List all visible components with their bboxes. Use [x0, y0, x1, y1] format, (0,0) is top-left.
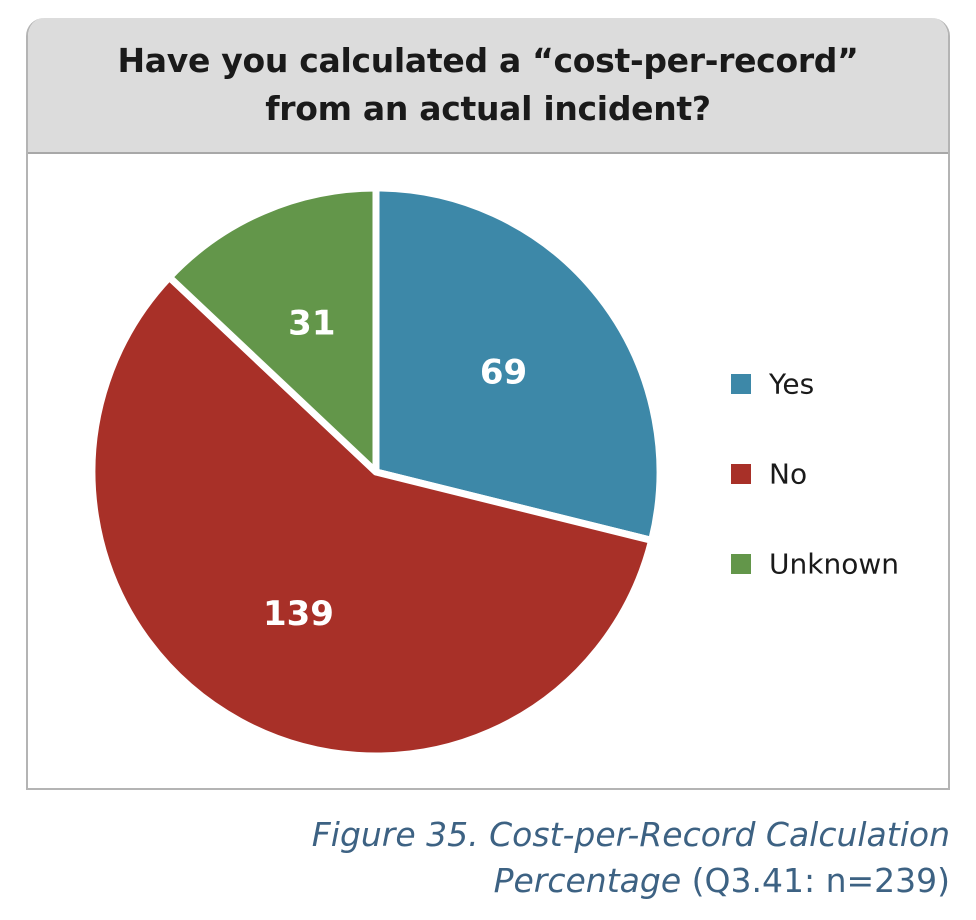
legend-label-no: No [769, 458, 807, 491]
pie-chart: 69 139 31 Yes No Unknown [88, 184, 899, 760]
caption-line-2-rest: (Q3.41: n=239) [681, 861, 950, 900]
legend: Yes No Unknown [731, 368, 899, 581]
chart-title-line-1: Have you calculated a “cost-per-record” [117, 41, 859, 80]
legend-swatch-yes [731, 374, 751, 394]
figure-caption: Figure 35. Cost-per-Record Calculation P… [312, 812, 950, 904]
data-label-unknown: 31 [288, 303, 335, 343]
data-label-yes: 69 [480, 352, 527, 392]
caption-line-2-italic: Percentage [493, 861, 682, 900]
pie-slice-yes [372, 184, 664, 544]
pie-slice-no [88, 273, 656, 760]
pie-data-labels: 69 139 31 [263, 303, 527, 634]
legend-swatch-unknown [731, 554, 751, 574]
legend-item-unknown: Unknown [731, 548, 899, 581]
legend-item-yes: Yes [731, 368, 814, 401]
legend-label-yes: Yes [768, 368, 814, 401]
chart-title: Have you calculated a “cost-per-record” … [28, 18, 948, 154]
legend-item-no: No [731, 458, 807, 491]
pie-slice-unknown [165, 184, 380, 476]
legend-label-unknown: Unknown [769, 548, 899, 581]
caption-line-1: Figure 35. Cost-per-Record Calculation [311, 815, 950, 854]
legend-swatch-no [731, 464, 751, 484]
data-label-no: 139 [263, 594, 334, 634]
pie-slices [88, 184, 664, 760]
chart-title-line-2: from an actual incident? [265, 89, 711, 128]
